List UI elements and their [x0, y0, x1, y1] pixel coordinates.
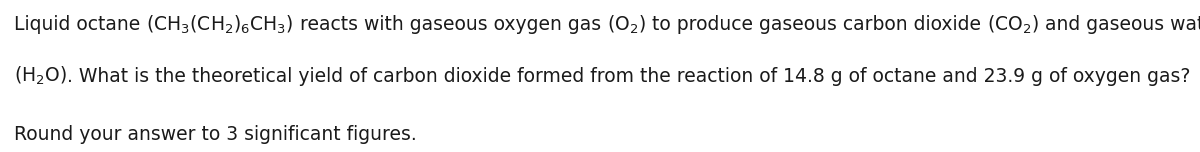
Text: Liquid octane: Liquid octane — [14, 15, 146, 34]
Text: to produce gaseous carbon dioxide: to produce gaseous carbon dioxide — [646, 15, 986, 34]
Text: and gaseous water: and gaseous water — [1039, 15, 1200, 34]
Text: . What is the theoretical yield of carbon dioxide formed from the reaction of 14: . What is the theoretical yield of carbo… — [67, 67, 1190, 86]
Text: $\left(\mathrm{CO_2}\right)$: $\left(\mathrm{CO_2}\right)$ — [986, 13, 1039, 36]
Text: Round your answer to 3 significant figures.: Round your answer to 3 significant figur… — [14, 125, 416, 144]
Text: $\left(\mathrm{H_2O}\right)$: $\left(\mathrm{H_2O}\right)$ — [14, 65, 67, 87]
Text: $\left(\mathrm{CH_3(CH_2)_6CH_3}\right)$: $\left(\mathrm{CH_3(CH_2)_6CH_3}\right)$ — [146, 13, 294, 36]
Text: reacts with gaseous oxygen gas: reacts with gaseous oxygen gas — [294, 15, 607, 34]
Text: $\left(\mathrm{O_2}\right)$: $\left(\mathrm{O_2}\right)$ — [607, 13, 646, 36]
